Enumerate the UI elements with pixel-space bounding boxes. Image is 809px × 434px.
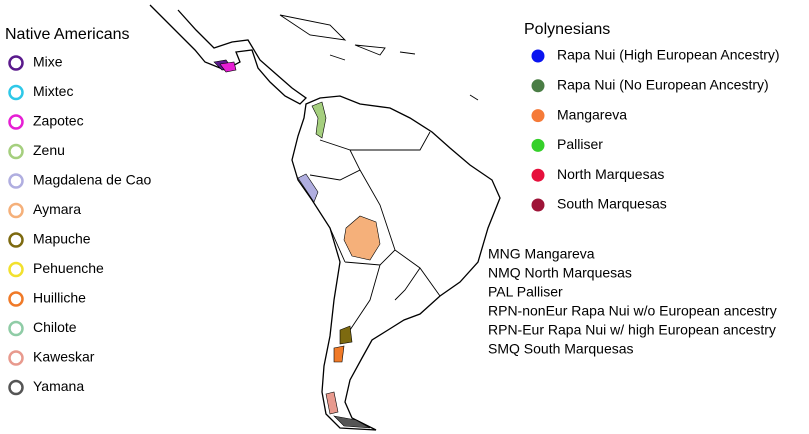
legend-label: Palliser <box>557 136 603 152</box>
legend-label: Mangareva <box>557 106 627 122</box>
population-region <box>343 215 381 261</box>
legend-marker <box>8 55 24 71</box>
legend-label: Mapuche <box>33 231 91 247</box>
population-region <box>311 101 327 139</box>
legend-marker <box>531 168 545 182</box>
legend-label: Mixtec <box>33 83 73 99</box>
legend-marker <box>531 49 545 63</box>
population-region <box>333 415 371 429</box>
legend-label: Zenu <box>33 142 65 158</box>
legend-label: North Marquesas <box>557 166 664 182</box>
population-region <box>333 345 345 363</box>
legend-marker <box>8 114 24 130</box>
legend-label: Chilote <box>33 319 77 335</box>
legend-label: Zapotec <box>33 113 84 129</box>
legend-marker <box>8 320 24 337</box>
legend-label: Aymara <box>33 201 81 217</box>
population-region <box>325 391 339 415</box>
abbreviation: RPN-nonEur Rapa Nui w/o European ancestr… <box>488 303 777 319</box>
legend-label: Kaweskar <box>33 349 95 365</box>
south-america-outline <box>291 95 501 431</box>
legend-label: Mixe <box>33 54 63 70</box>
legend-label: Yamana <box>33 378 84 394</box>
abbreviation: RPN-Eur Rapa Nui w/ high European ancest… <box>488 322 776 338</box>
map <box>149 4 501 431</box>
legend-marker <box>8 350 24 366</box>
legend-label: Huilliche <box>33 290 86 306</box>
legend-label: South Marquesas <box>557 196 667 212</box>
abbreviation: SMQ South Marquesas <box>488 341 634 357</box>
legend-marker <box>8 261 24 278</box>
legend-marker <box>531 198 545 212</box>
population-region <box>297 173 319 203</box>
legend-marker <box>8 291 24 307</box>
legend-marker <box>8 84 24 101</box>
legend-marker <box>8 232 24 248</box>
legend-label: Pehuenche <box>33 260 104 276</box>
legend-marker <box>8 202 24 219</box>
abbreviation: MNG Mangareva <box>488 246 595 262</box>
abbreviation: NMQ North Marquesas <box>488 265 632 281</box>
legend-title: Native Americans <box>5 26 130 43</box>
abbreviation: PAL Palliser <box>488 284 563 300</box>
population-region <box>219 61 237 73</box>
legend-label: Rapa Nui (No European Ancestry) <box>557 77 769 93</box>
legend-label: Rapa Nui (High European Ancestry) <box>557 47 780 63</box>
legend-marker <box>531 79 545 93</box>
country-borders <box>309 131 441 331</box>
legend-marker <box>8 173 24 189</box>
population-region <box>339 325 353 345</box>
islands <box>279 14 479 101</box>
legend-marker <box>531 138 545 152</box>
legend-label: Magdalena de Cao <box>33 172 152 188</box>
central-america-outline <box>149 4 308 105</box>
legend-marker <box>8 379 24 396</box>
legend-title: Polynesians <box>524 21 610 38</box>
legend-marker <box>8 143 24 160</box>
legend-marker <box>531 109 545 123</box>
